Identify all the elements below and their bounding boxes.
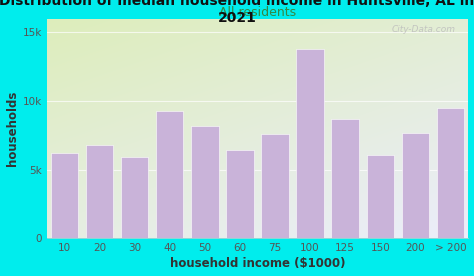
Bar <box>51 153 78 238</box>
Bar <box>121 157 148 238</box>
Bar <box>437 108 464 238</box>
Text: City-Data.com: City-Data.com <box>392 25 456 34</box>
Text: Distribution of median household income in Huntsville, AL in
2021: Distribution of median household income … <box>0 0 474 25</box>
Bar <box>261 134 289 238</box>
Bar <box>331 119 359 238</box>
Bar <box>156 111 183 238</box>
X-axis label: household income ($1000): household income ($1000) <box>170 258 345 270</box>
Bar <box>226 150 254 238</box>
Title: All residents: All residents <box>219 6 296 18</box>
Y-axis label: households: households <box>6 91 18 166</box>
Bar <box>366 155 394 238</box>
Bar <box>191 126 219 238</box>
Bar <box>401 132 429 238</box>
Bar <box>86 145 113 238</box>
Bar <box>296 49 324 238</box>
